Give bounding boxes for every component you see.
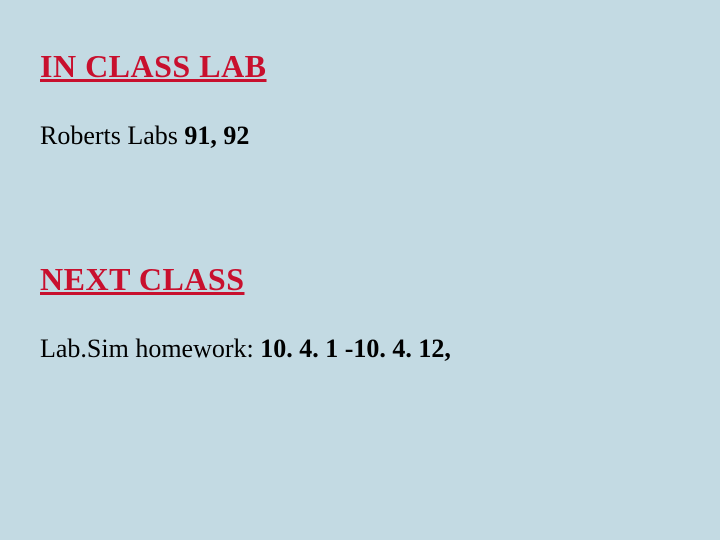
section-heading-in-class-lab: IN CLASS LAB	[40, 48, 680, 85]
in-class-lab-values: 91, 92	[184, 121, 249, 150]
section-heading-next-class: NEXT CLASS	[40, 261, 680, 298]
next-class-prefix: Lab.Sim homework:	[40, 334, 260, 363]
next-class-text: Lab.Sim homework: 10. 4. 1 -10. 4. 12,	[40, 334, 680, 364]
next-class-values: 10. 4. 1 -10. 4. 12,	[260, 334, 451, 363]
in-class-lab-prefix: Roberts Labs	[40, 121, 184, 150]
in-class-lab-text: Roberts Labs 91, 92	[40, 121, 680, 151]
